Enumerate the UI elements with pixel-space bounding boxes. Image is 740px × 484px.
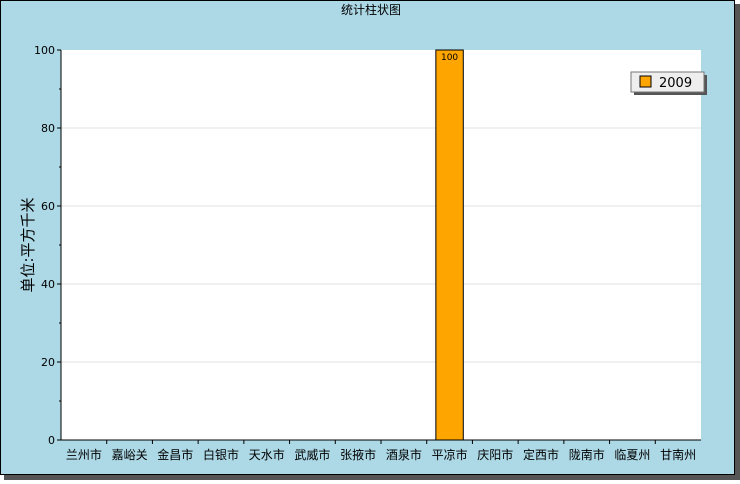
legend: 2009 bbox=[630, 71, 707, 95]
x-tick-label: 兰州市 bbox=[66, 447, 102, 462]
chart-title: 统计柱状图 bbox=[341, 2, 401, 17]
y-tick-label: 60 bbox=[41, 200, 55, 213]
y-tick-label: 40 bbox=[41, 278, 55, 291]
y-axis-label: 单位:平方千米 bbox=[19, 197, 37, 292]
tick-labels: 0 20 40 60 80 100 兰州市 嘉峪关 金昌市 白银市 天水市 武威市 张掖市 酒泉市 平凉市庆… bbox=[34, 44, 696, 462]
x-tick-label: 甘南州 bbox=[660, 447, 696, 462]
x-tick-label: 临夏州 bbox=[614, 448, 650, 462]
x-tick-label: 武威市 bbox=[294, 447, 330, 462]
y-tick-label: 20 bbox=[41, 356, 55, 369]
x-tick-label: 庆阳市 bbox=[477, 447, 513, 462]
bars bbox=[435, 49, 464, 441]
x-tick-label: 张掖市 bbox=[340, 447, 376, 462]
x-tick-label: 天水市 bbox=[249, 447, 285, 462]
x-tick-label: 酒泉市 bbox=[386, 447, 422, 462]
bar-data-label: 100 bbox=[441, 53, 458, 63]
y-tick-label: 100 bbox=[34, 44, 55, 57]
x-tick-label: 定西市 bbox=[523, 447, 559, 462]
bar bbox=[435, 49, 464, 441]
y-tick-label: 80 bbox=[41, 122, 55, 135]
legend-label: 2009 bbox=[659, 76, 692, 91]
x-tick-label: 平凉市 bbox=[432, 447, 468, 462]
x-tick-label: 金昌市 bbox=[157, 447, 193, 462]
x-tick-label: 陇南市 bbox=[569, 447, 605, 462]
legend-swatch bbox=[639, 75, 652, 88]
y-tick-label: 0 bbox=[48, 434, 55, 447]
x-tick-label: 嘉峪关 bbox=[112, 448, 148, 462]
gridlines bbox=[61, 127, 701, 363]
x-tick-label: 白银市 bbox=[203, 447, 239, 462]
plot-area bbox=[61, 50, 701, 440]
axes bbox=[57, 49, 701, 444]
